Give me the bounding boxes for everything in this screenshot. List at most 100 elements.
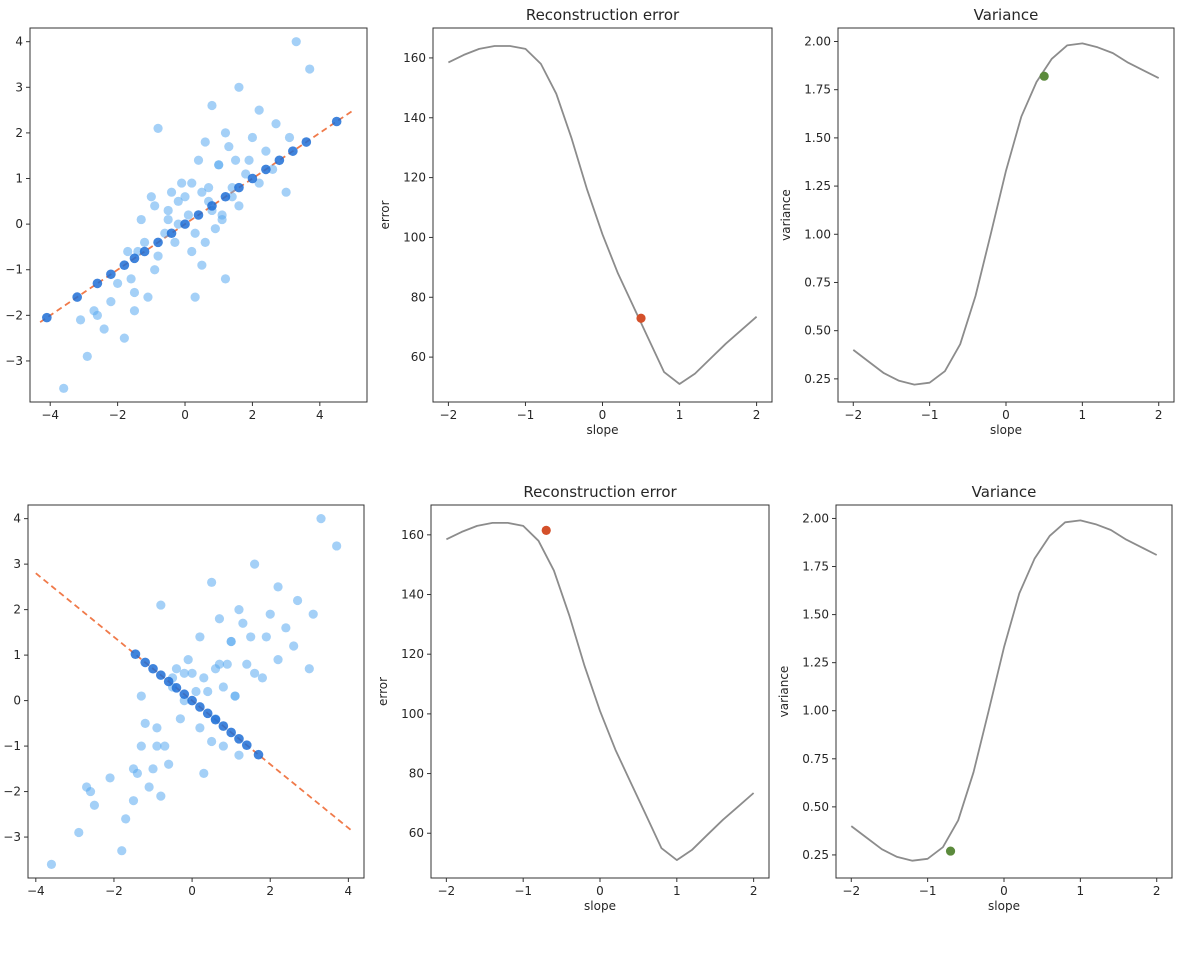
- scatter-point: [117, 846, 127, 856]
- scatter-point: [217, 214, 227, 225]
- scatter-point: [207, 100, 217, 111]
- projection-point: [261, 164, 271, 175]
- scatter-point: [187, 668, 197, 678]
- y-tick-label: 120: [403, 171, 426, 185]
- x-tick-label: 4: [316, 408, 324, 422]
- projection-point: [92, 278, 103, 289]
- curve-line: [852, 42, 1160, 386]
- scatter-point: [136, 691, 146, 701]
- scatter-point: [224, 141, 234, 152]
- y-tick-label: 1.25: [802, 656, 829, 670]
- y-tick-label: 4: [13, 512, 21, 526]
- scatter-point: [128, 796, 139, 806]
- y-tick-label: 2.00: [804, 34, 831, 48]
- scatter-point: [214, 160, 224, 170]
- y-tick-label: 140: [403, 111, 426, 125]
- scatter-point: [123, 246, 133, 257]
- scatter-point: [144, 782, 154, 792]
- y-tick-label: 1.00: [804, 227, 831, 241]
- scatter-point: [75, 315, 86, 325]
- scatter-point: [234, 605, 244, 615]
- scatter-point: [146, 192, 156, 202]
- scatter-point: [106, 297, 116, 307]
- projection-point: [202, 708, 213, 719]
- projection-point: [301, 137, 312, 147]
- scatter-point: [166, 187, 177, 197]
- scatter-point: [193, 155, 204, 165]
- projection-point: [179, 689, 190, 700]
- scatter-point: [105, 773, 115, 783]
- y-tick-label: 1.25: [804, 179, 831, 193]
- scatter-point: [242, 659, 252, 669]
- scatter-point: [273, 582, 283, 592]
- scatter-point: [170, 237, 180, 247]
- scatter-point: [197, 260, 207, 270]
- projection-point: [207, 201, 217, 211]
- scatter-point: [46, 859, 57, 869]
- scatter-point: [164, 759, 174, 769]
- x-tick-label: −2: [438, 884, 456, 898]
- y-tick-label: −1: [5, 263, 23, 277]
- y-tick-label: −3: [5, 354, 23, 368]
- scatter-point: [220, 274, 231, 284]
- scatter-point: [139, 237, 150, 247]
- fit-line: [39, 109, 355, 323]
- scatter-point: [226, 636, 236, 647]
- scatter-point: [308, 609, 318, 619]
- projection-point: [163, 676, 174, 687]
- plot-area: [852, 42, 1160, 386]
- scatter-point: [200, 237, 210, 247]
- scatter-point: [199, 768, 209, 778]
- x-tick-label: 1: [1079, 408, 1087, 422]
- y-axis-label: error: [376, 677, 390, 706]
- y-tick-label: 0.75: [802, 752, 829, 766]
- y-tick-label: 160: [403, 51, 426, 65]
- scatter-point: [292, 595, 303, 606]
- x-tick-label: 2: [266, 884, 274, 898]
- scatter-point: [207, 736, 217, 747]
- projection-point: [247, 173, 258, 184]
- scatter-point: [121, 814, 131, 824]
- scatter-point: [113, 278, 123, 289]
- scatter-point: [140, 718, 150, 728]
- projection-point: [288, 146, 298, 156]
- x-tick-label: −2: [842, 884, 860, 898]
- y-tick-label: 2: [13, 603, 21, 617]
- scatter-point: [153, 251, 163, 261]
- scatter-point: [227, 183, 237, 193]
- scatter-point: [332, 541, 342, 551]
- plot-area: [35, 514, 353, 869]
- x-tick-label: −1: [517, 408, 535, 422]
- projection-point: [180, 219, 190, 229]
- projection-point: [139, 246, 150, 257]
- projection-point: [156, 670, 166, 680]
- scatter-point: [173, 219, 183, 229]
- projection-point: [220, 191, 231, 202]
- scatter-point: [214, 659, 225, 669]
- scatter-point: [199, 673, 209, 683]
- scatter-point: [250, 668, 260, 678]
- y-tick-label: −1: [3, 739, 21, 753]
- scatter-point: [195, 723, 205, 733]
- chart-title: Variance: [972, 483, 1037, 501]
- y-tick-label: 2: [15, 126, 23, 140]
- y-tick-label: 100: [401, 707, 424, 721]
- panel-6: −2 −1 0 1 2 0.25 0.50 0.75 1.00 1.25 1.50 1.75 2.00 V…: [777, 483, 1173, 913]
- x-tick-label: −1: [514, 884, 532, 898]
- projection-point: [331, 116, 342, 127]
- y-tick-label: 80: [411, 290, 426, 304]
- axes-frame: [835, 504, 1173, 879]
- scatter-point: [126, 274, 136, 284]
- scatter-point: [177, 178, 187, 188]
- scatter-point: [160, 228, 170, 238]
- scatter-point: [195, 632, 205, 642]
- x-axis-label: slope: [587, 423, 619, 437]
- x-tick-label: −2: [440, 408, 458, 422]
- projection-point: [171, 683, 182, 693]
- scatter-point: [220, 128, 231, 138]
- scatter-point: [273, 655, 283, 665]
- scatter-point: [163, 205, 173, 216]
- panel-3: −2 −1 0 1 2 0.25 0.50 0.75 1.00 1.25 1.50 1.75 2.00 V…: [779, 6, 1175, 437]
